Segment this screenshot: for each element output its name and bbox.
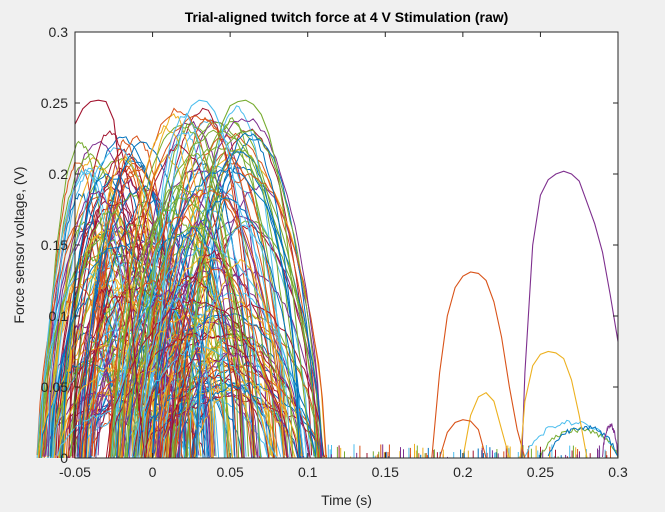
trace-main — [136, 185, 278, 457]
trace-main — [177, 352, 289, 459]
trace-main — [121, 215, 238, 459]
trace-main — [131, 357, 289, 458]
trace-early — [40, 167, 137, 459]
trace-late-low — [547, 424, 619, 457]
series-line — [74, 99, 146, 459]
trace-main — [197, 224, 291, 459]
trace-main — [136, 190, 285, 459]
trace-main — [186, 147, 294, 459]
trace-main — [178, 151, 302, 459]
series-line — [439, 419, 487, 459]
series-line — [159, 99, 278, 459]
series-line — [462, 392, 510, 459]
trace-late-low — [602, 422, 619, 458]
y-tick-label: 0.15 — [41, 237, 68, 253]
x-tick-label: 0.2 — [453, 464, 473, 480]
trace-main — [139, 256, 274, 459]
x-axis-label: Time (s) — [321, 492, 372, 508]
trace-main — [131, 113, 217, 456]
series-line — [519, 350, 588, 459]
trace-main — [122, 289, 211, 458]
x-tick-label: 0.15 — [372, 464, 399, 480]
trace-main — [132, 333, 311, 459]
trace-main — [151, 197, 301, 459]
trace-main — [120, 313, 254, 459]
x-tick-label: -0.05 — [59, 464, 91, 480]
trace-main — [110, 295, 208, 459]
y-tick-label: 0 — [60, 450, 68, 466]
x-tick-label: 0 — [149, 464, 157, 480]
trace-early — [78, 286, 195, 459]
y-tick-label: 0.1 — [49, 308, 69, 324]
data-layer — [36, 99, 619, 459]
trace-main — [140, 121, 244, 458]
trace-main — [153, 193, 235, 456]
trace-main — [111, 107, 244, 459]
trace-main — [118, 124, 214, 459]
x-tick-label: 0.05 — [217, 464, 244, 480]
y-tick-label: 0.05 — [41, 379, 68, 395]
trace-main — [108, 115, 285, 458]
y-tick-label: 0.25 — [41, 95, 68, 111]
trace-late-low — [524, 419, 619, 458]
y-tick-label: 0.3 — [49, 24, 69, 40]
x-tick-label: 0.3 — [608, 464, 628, 480]
trace-main — [127, 267, 303, 459]
trace-main — [195, 259, 285, 459]
trace-main — [136, 297, 217, 459]
x-tick-label: 0.1 — [298, 464, 318, 480]
trace-main — [171, 129, 321, 459]
trace-main — [160, 269, 275, 458]
trace-main — [145, 107, 260, 459]
trace-early — [67, 391, 153, 457]
trace-early — [68, 130, 152, 459]
trace-main — [195, 132, 300, 459]
series-line — [190, 99, 317, 459]
trace-main — [131, 345, 269, 459]
trace-main — [119, 129, 318, 459]
series-line — [521, 170, 619, 459]
trace-early — [81, 141, 206, 459]
trace-early — [60, 136, 186, 459]
y-tick-label: 0.2 — [49, 166, 69, 182]
chart-title: Trial-aligned twitch force at 4 V Stimul… — [185, 9, 509, 25]
y-axis-label: Force sensor voltage, (V) — [11, 166, 27, 323]
trace-main — [174, 224, 320, 459]
trace-main — [165, 120, 300, 459]
trace-early — [41, 153, 140, 459]
trace-early — [61, 173, 150, 459]
trace-early — [47, 168, 124, 457]
trace-early — [44, 140, 117, 456]
x-tick-label: 0.25 — [527, 464, 554, 480]
trace-main — [151, 226, 236, 459]
trace-main — [137, 313, 315, 457]
series-line — [431, 271, 526, 459]
trace-main — [144, 121, 289, 459]
trace-early — [59, 210, 163, 459]
trace-main — [116, 293, 204, 459]
tick-layer: -0.05 0 0.05 0.1 0.15 0.2 0.25 0.300.050.10.150… — [41, 24, 628, 480]
trace-main — [126, 225, 262, 459]
